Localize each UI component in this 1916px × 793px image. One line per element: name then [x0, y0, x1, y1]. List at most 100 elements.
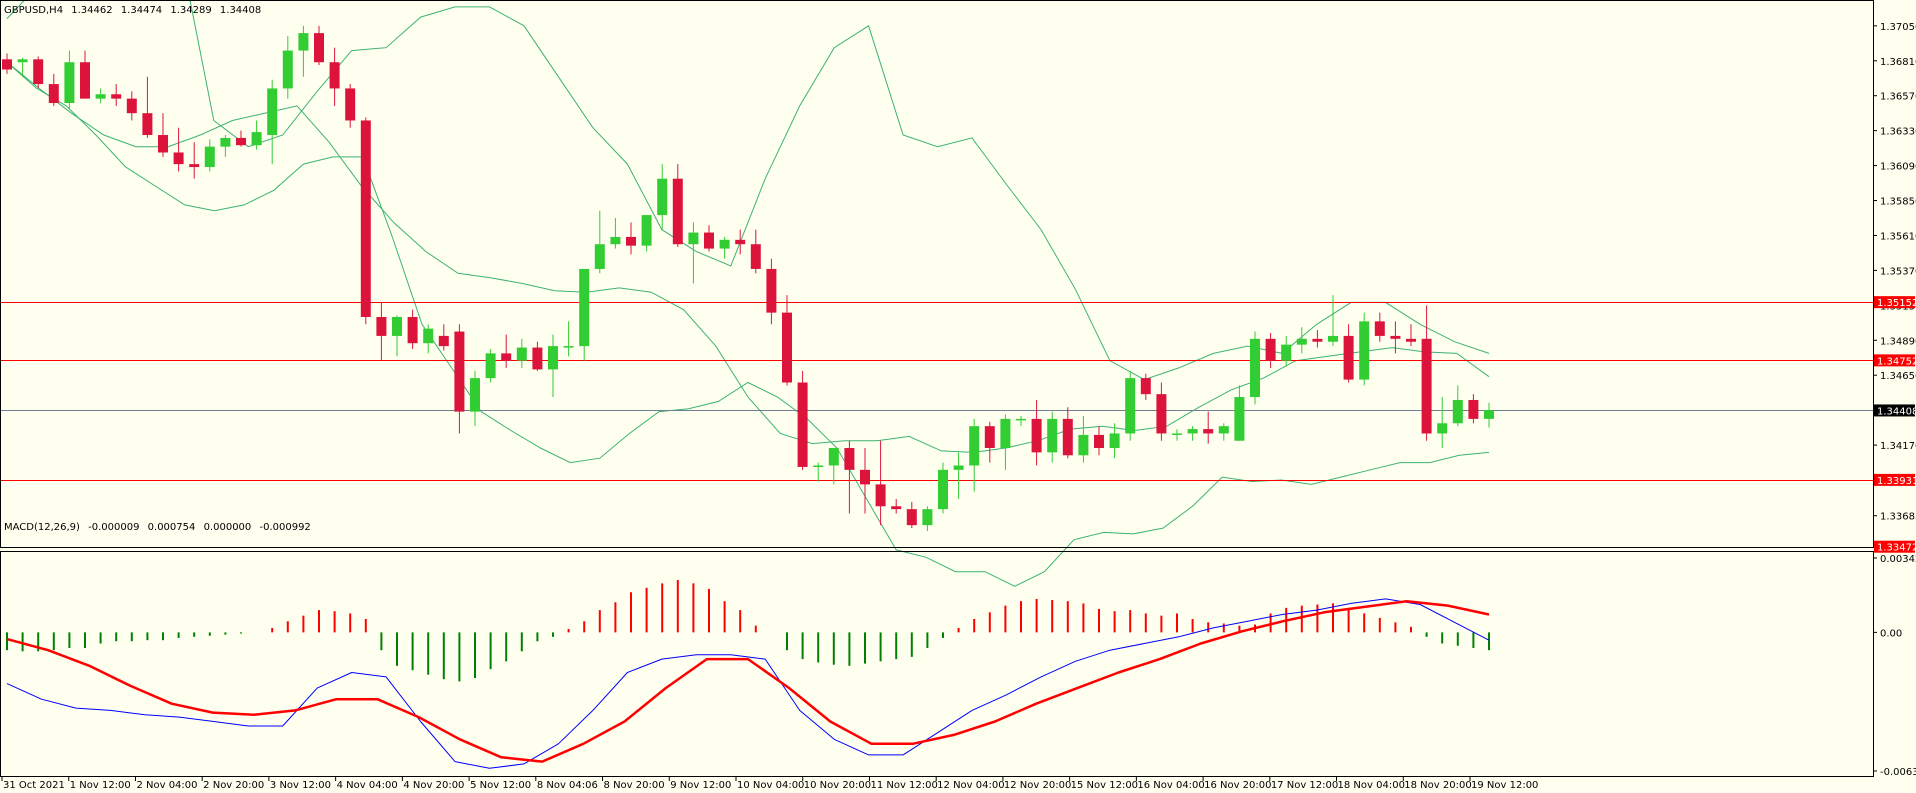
time-tick-label: 1 Nov 12:00	[70, 780, 131, 791]
candle-body	[111, 94, 122, 99]
candle	[407, 309, 418, 350]
candle	[220, 135, 231, 157]
candle-body	[548, 346, 558, 370]
candle-body	[1234, 397, 1245, 441]
candle	[1390, 321, 1401, 354]
candle-body	[657, 178, 668, 216]
level-price-tag[interactable]	[1874, 354, 1915, 367]
candle	[48, 73, 59, 106]
candle-body	[1187, 429, 1198, 434]
candle-body	[33, 59, 44, 85]
candle	[1343, 324, 1354, 383]
main-panel[interactable]: GBPUSD,H4 1.34462 1.34474 1.34289 1.3440…	[0, 0, 1873, 587]
candle-body	[750, 244, 761, 269]
level-price-label: 1.33472	[1877, 543, 1916, 554]
low-value: 1.34289	[170, 5, 211, 16]
candle-body	[563, 346, 574, 348]
candle-body	[1281, 344, 1292, 361]
candle	[17, 57, 28, 77]
time-tick-label: 11 Nov 12:00	[870, 780, 937, 791]
candle	[984, 421, 995, 463]
candle-body	[345, 88, 356, 121]
candle	[1109, 423, 1120, 459]
main-panel-frame	[0, 0, 1874, 548]
candle	[485, 349, 496, 383]
time-tick-label: 2 Nov 04:00	[136, 780, 197, 791]
level-price-tag[interactable]	[1874, 296, 1915, 309]
macd-panel[interactable]: MACD(12,26,9) -0.000009 0.000754 0.00000…	[4, 522, 1490, 769]
candle-body	[95, 94, 106, 99]
candle	[173, 127, 184, 172]
candle-body	[173, 152, 184, 165]
time-tick-label: 5 Nov 12:00	[470, 780, 531, 791]
candle-body	[1109, 433, 1120, 449]
level-price-label: 1.34752	[1877, 356, 1916, 367]
candle	[688, 222, 699, 284]
level-price-tag[interactable]	[1874, 540, 1915, 553]
level-price-label: 1.35152	[1877, 298, 1916, 309]
close-value: 1.34408	[220, 5, 261, 16]
candle	[1031, 399, 1042, 466]
candle	[1484, 402, 1494, 428]
candle	[392, 315, 402, 357]
candle-body	[969, 426, 980, 466]
candle-body	[766, 268, 777, 313]
time-tick-label: 18 Nov 20:00	[1404, 780, 1471, 791]
candle	[1156, 382, 1167, 441]
level-price-tag[interactable]	[1874, 473, 1915, 486]
candle	[1000, 414, 1011, 470]
candle	[1172, 429, 1182, 441]
candle	[1203, 411, 1214, 444]
candlestick-series	[2, 25, 1494, 531]
candle-body	[516, 347, 527, 361]
time-tick-label: 10 Nov 20:00	[804, 780, 871, 791]
candle	[282, 36, 293, 99]
candle	[298, 25, 309, 77]
price-tick-label: 1.34890	[1880, 336, 1916, 347]
macd-value-3: 0.000000	[204, 522, 252, 533]
candle-body	[282, 50, 293, 89]
candle	[142, 76, 153, 138]
candle-body	[1468, 399, 1479, 419]
candle-body	[438, 335, 449, 347]
candle-body	[844, 448, 855, 470]
time-tick-label: 31 Oct 2021	[3, 780, 65, 791]
time-tick-label: 4 Nov 20:00	[403, 780, 464, 791]
candle	[126, 91, 137, 121]
macd-axis[interactable]: 0.003427 0.00 -0.00631	[1873, 554, 1916, 778]
candle	[672, 164, 683, 248]
candle	[1281, 335, 1292, 367]
candle-body	[267, 88, 278, 136]
current-price-tag	[1874, 404, 1915, 417]
candle-body	[594, 244, 605, 269]
price-axis[interactable]: 1.37050 1.36810 1.36570 1.36330 1.36090 1.358…	[1873, 22, 1916, 554]
candle	[1234, 385, 1245, 441]
bollinger-middle-band	[6, 61, 1490, 453]
candle	[267, 79, 278, 165]
candle-body	[423, 328, 434, 344]
price-tick-label: 1.35850	[1880, 197, 1916, 208]
candle	[158, 113, 168, 157]
candle-body	[470, 378, 480, 412]
candle	[641, 215, 652, 252]
candle	[1016, 415, 1026, 427]
time-tick-label: 9 Nov 12:00	[670, 780, 731, 791]
time-tick-label: 12 Nov 04:00	[937, 780, 1004, 791]
current-price-label: 1.34408	[1877, 406, 1916, 417]
candle-body	[1172, 433, 1182, 435]
candle	[329, 47, 340, 106]
candle	[891, 498, 902, 514]
candle	[189, 142, 200, 179]
macd-value-1: -0.000009	[88, 522, 139, 533]
candle-body	[1140, 378, 1151, 395]
candle-body	[984, 426, 995, 449]
candle	[251, 120, 262, 150]
candle	[532, 341, 543, 371]
time-axis[interactable]: 31 Oct 2021 1 Nov 12:00 2 Nov 04:00 2 Nov 2…	[1, 776, 1538, 791]
candle-body	[1328, 335, 1338, 342]
candle-body	[329, 62, 340, 89]
candle-body	[314, 33, 324, 63]
macd-panel-frame	[0, 551, 1874, 777]
time-tick-label: 8 Nov 20:00	[604, 780, 665, 791]
